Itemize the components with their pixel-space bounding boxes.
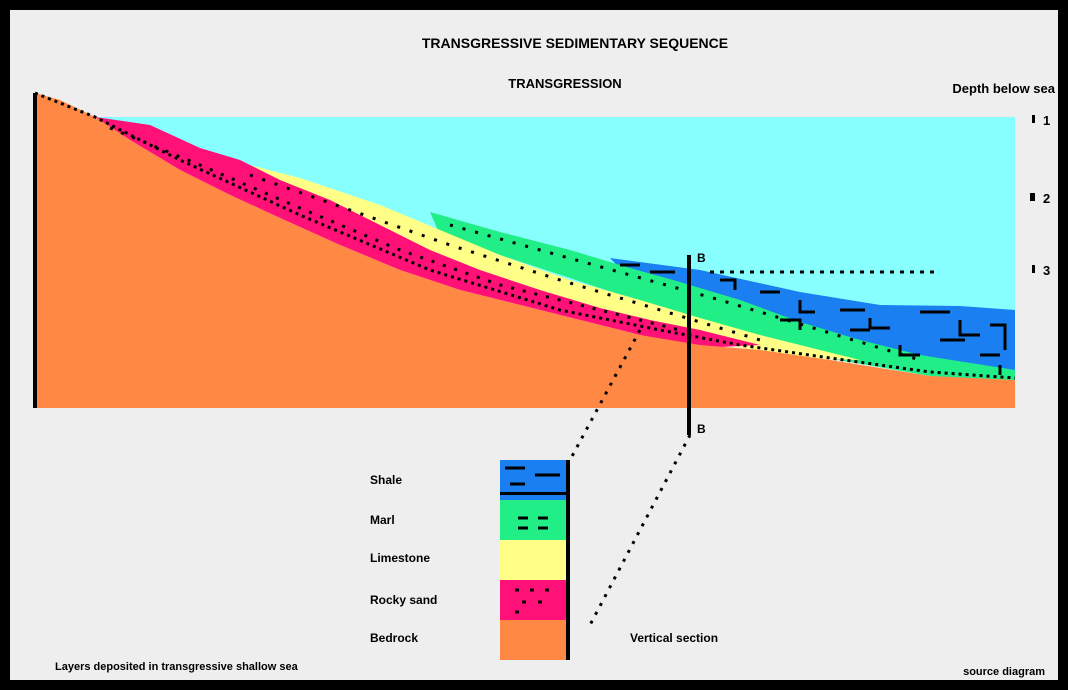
bedrock bbox=[35, 93, 1015, 408]
depth-label: Depth below sea bbox=[952, 81, 1055, 96]
core-top-label: B bbox=[697, 251, 706, 265]
legend-label-bedrock: Bedrock bbox=[370, 631, 418, 645]
shale-layer bbox=[610, 258, 1015, 378]
diagram-title: TRANSGRESSIVE SEDIMENTARY SEQUENCE bbox=[422, 35, 728, 51]
core-right-dotted bbox=[588, 434, 692, 626]
shale-texture bbox=[620, 263, 1007, 375]
column-sand bbox=[500, 580, 568, 620]
left-edge-line bbox=[33, 93, 37, 408]
footnote: Layers deposited in transgressive shallo… bbox=[55, 661, 299, 673]
diagram-subtitle: TRANSGRESSION bbox=[508, 76, 621, 91]
core-bottom-label: B bbox=[697, 422, 706, 436]
legend-label-sand: Rocky sand bbox=[370, 593, 437, 607]
column-bedrock bbox=[500, 620, 568, 660]
depth-tick-marks bbox=[1030, 115, 1035, 273]
legend-label-marl: Marl bbox=[370, 513, 395, 527]
core-caption: Vertical section bbox=[630, 631, 718, 645]
depth-tick-1: 1 bbox=[1043, 113, 1050, 128]
column-marl bbox=[500, 500, 568, 540]
limestone-layer bbox=[220, 160, 860, 360]
sand-layer bbox=[95, 117, 760, 348]
marl-layer bbox=[430, 212, 1015, 382]
depth-tick-3: 3 bbox=[1043, 263, 1050, 278]
surface-dotted-line bbox=[34, 91, 1016, 380]
credit: source diagram bbox=[963, 666, 1045, 678]
depth-tick-2: 2 bbox=[1043, 191, 1050, 206]
legend-label-shale: Shale bbox=[370, 473, 402, 487]
strat-column bbox=[500, 460, 570, 660]
legend-label-limestone: Limestone bbox=[370, 551, 430, 565]
column-limestone bbox=[500, 540, 568, 580]
core-line bbox=[687, 255, 691, 435]
sand-dots bbox=[109, 126, 681, 332]
